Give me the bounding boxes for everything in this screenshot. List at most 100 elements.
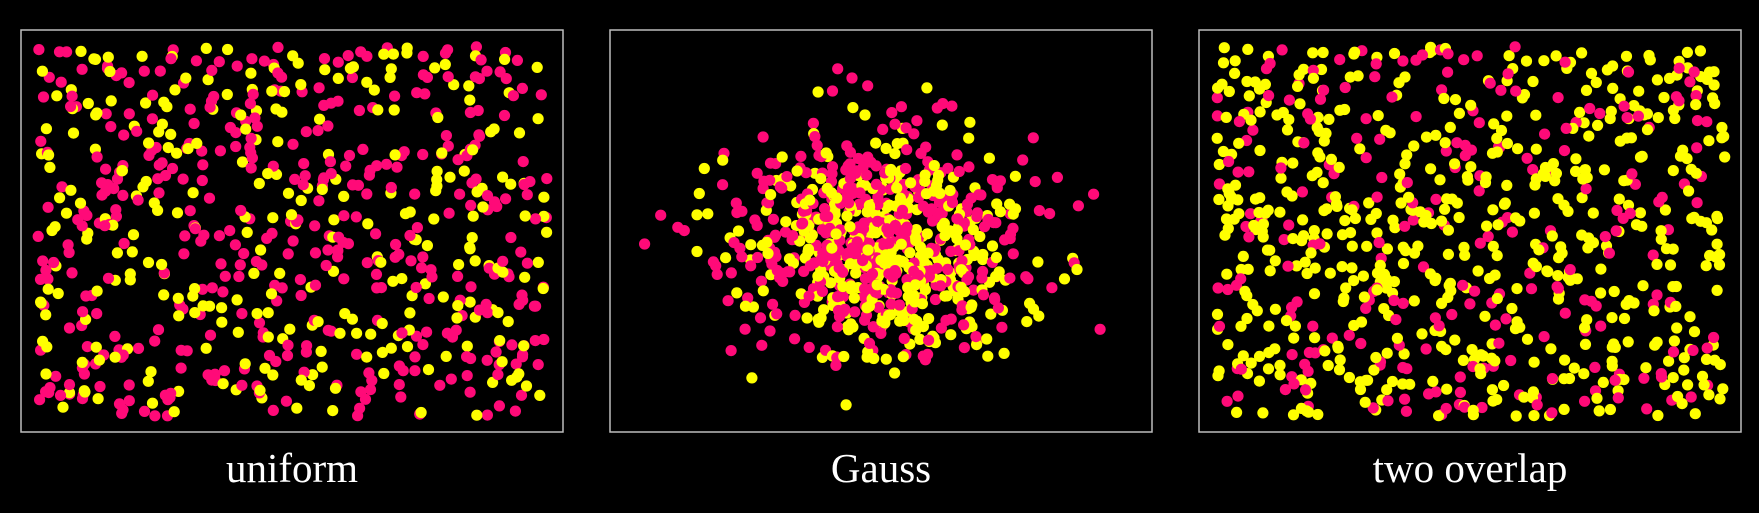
scatter-point-series-2 (1294, 98, 1306, 110)
scatter-point-series-1 (529, 335, 541, 347)
scatter-point-series-2 (1370, 207, 1382, 220)
scatter-point-series-2 (376, 317, 388, 330)
scatter-point-series-2 (1296, 235, 1308, 247)
scatter-point-series-2 (1374, 259, 1386, 271)
scatter-point-series-2 (1245, 357, 1257, 369)
scatter-point-series-1 (246, 53, 258, 65)
scatter-point-series-1 (1318, 84, 1330, 96)
scatter-point-series-1 (938, 217, 950, 229)
scatter-point-series-2 (1399, 158, 1411, 170)
scatter-point-series-2 (1457, 354, 1469, 366)
scatter-point-series-1 (355, 386, 367, 398)
scatter-point-series-1 (1509, 41, 1521, 53)
scatter-point-series-1 (81, 341, 93, 353)
scatter-point-series-2 (431, 180, 443, 192)
scatter-point-series-1 (118, 129, 130, 141)
scatter-point-series-1 (118, 237, 130, 250)
scatter-point-series-1 (1244, 208, 1257, 220)
scatter-point-series-2 (513, 127, 526, 139)
scatter-point-series-1 (409, 365, 421, 377)
scatter-point-series-1 (493, 400, 505, 412)
scatter-point-series-2 (191, 137, 203, 149)
scatter-point-series-2 (235, 109, 247, 121)
scatter-point-series-2 (200, 342, 212, 354)
scatter-point-series-2 (292, 57, 304, 69)
scatter-point-series-1 (891, 138, 903, 150)
scatter-point-series-1 (838, 350, 850, 363)
scatter-point-series-1 (166, 162, 179, 175)
scatter-point-series-1 (287, 138, 299, 150)
scatter-point-series-2 (329, 382, 342, 394)
scatter-point-series-1 (1595, 320, 1607, 332)
scatter-point-series-2 (1416, 328, 1428, 340)
scatter-point-series-2 (1501, 137, 1513, 150)
scatter-point-series-2 (1434, 174, 1446, 186)
scatter-point-series-2 (1479, 177, 1492, 189)
scatter-point-series-1 (410, 281, 422, 294)
scatter-point-series-2 (140, 97, 152, 109)
scatter-point-series-1 (54, 389, 67, 401)
scatter-point-series-1 (76, 63, 88, 75)
scatter-point-series-2 (127, 229, 140, 241)
scatter-point-series-1 (371, 282, 383, 294)
scatter-point-series-2 (870, 178, 883, 190)
scatter-point-series-1 (780, 216, 792, 228)
scatter-point-series-2 (1608, 285, 1620, 298)
scatter-point-series-1 (1303, 346, 1315, 359)
scatter-point-series-1 (481, 307, 494, 319)
scatter-point-series-1 (423, 292, 435, 305)
scatter-point-series-2 (1397, 378, 1409, 390)
scatter-point-series-2 (736, 205, 748, 217)
scatter-point-series-1 (152, 173, 164, 185)
scatter-point-series-2 (958, 342, 971, 354)
scatter-point-series-1 (998, 347, 1010, 359)
scatter-point-series-1 (762, 247, 774, 260)
scatter-point-series-1 (1286, 349, 1298, 361)
scatter-point-series-2 (1677, 144, 1689, 156)
scatter-point-series-1 (909, 296, 921, 308)
scatter-point-series-2 (259, 362, 271, 374)
scatter-point-series-2 (1346, 204, 1358, 216)
scatter-point-series-2 (319, 64, 331, 76)
scatter-point-series-1 (880, 353, 892, 365)
scatter-point-series-2 (477, 201, 489, 213)
scatter-point-series-2 (1499, 197, 1511, 209)
scatter-point-series-2 (1257, 407, 1269, 419)
scatter-point-series-2 (295, 79, 307, 91)
scatter-point-series-2 (1598, 164, 1610, 176)
scatter-point-series-1 (475, 54, 487, 66)
scatter-point-series-1 (245, 162, 257, 174)
scatter-point-series-1 (1033, 310, 1045, 322)
scatter-point-series-1 (1390, 314, 1402, 326)
scatter-point-series-2 (1595, 263, 1607, 275)
scatter-point-series-1 (1610, 225, 1622, 237)
scatter-point-series-1 (361, 188, 373, 200)
scatter-point-series-2 (334, 327, 346, 339)
scatter-point-series-2 (1604, 403, 1616, 416)
scatter-point-series-2 (1229, 179, 1242, 191)
scatter-point-series-2 (92, 393, 104, 405)
scatter-point-series-1 (1584, 102, 1596, 115)
scatter-point-series-2 (971, 207, 984, 219)
scatter-point-series-1 (1307, 64, 1319, 76)
scatter-point-series-1 (1399, 220, 1411, 232)
scatter-point-series-1 (928, 160, 940, 172)
scatter-point-series-1 (417, 69, 429, 81)
scatter-point-series-1 (66, 267, 78, 279)
scatter-point-series-2 (91, 285, 103, 297)
scatter-point-series-2 (105, 95, 117, 107)
scatter-point-series-2 (1217, 57, 1230, 69)
scatter-point-series-1 (1484, 77, 1496, 89)
scatter-point-series-2 (1550, 50, 1562, 62)
scatter-point-series-2 (1381, 384, 1393, 396)
scatter-point-series-2 (1491, 250, 1503, 262)
scatter-point-series-1 (159, 389, 171, 401)
scatter-point-series-2 (1387, 214, 1399, 226)
scatter-point-series-2 (811, 139, 823, 151)
scatter-point-series-1 (111, 173, 124, 185)
scatter-point-series-2 (437, 291, 449, 303)
scatter-point-series-1 (299, 170, 311, 182)
scatter-point-series-2 (202, 74, 214, 86)
scatter-point-series-1 (910, 324, 922, 336)
scatter-point-series-2 (1027, 132, 1039, 144)
